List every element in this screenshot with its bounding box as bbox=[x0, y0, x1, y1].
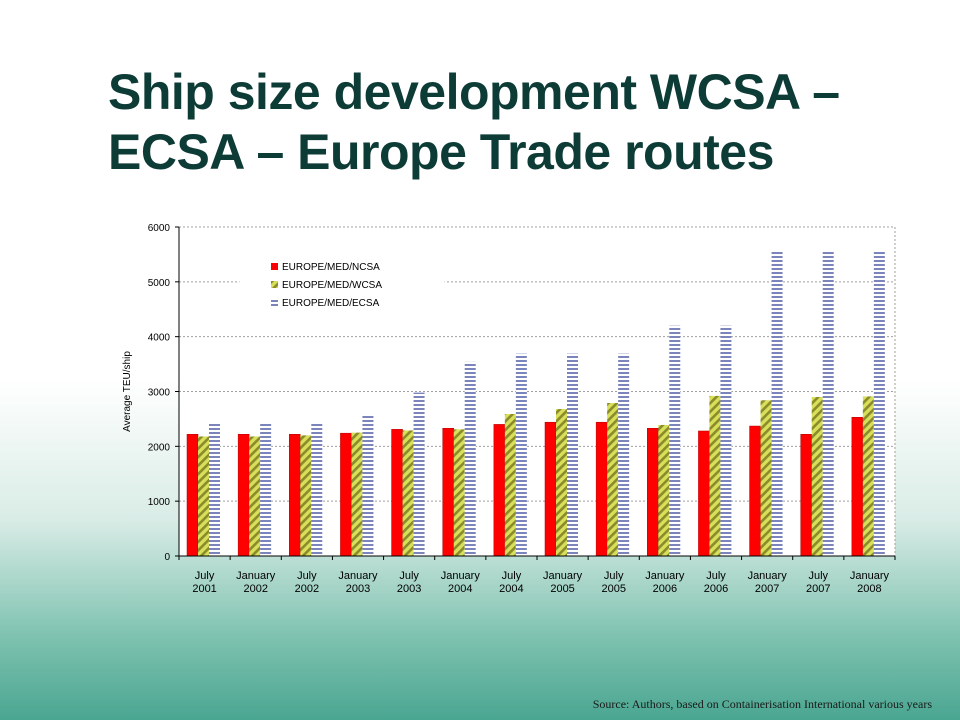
x-tick-label-year: 2006 bbox=[704, 583, 728, 595]
bar-europe-med-ecsa bbox=[771, 251, 783, 557]
x-tick-label-year: 2003 bbox=[397, 583, 421, 595]
x-tick-label-year: 2003 bbox=[346, 583, 370, 595]
legend-swatch-europe-med-ecsa bbox=[271, 299, 278, 306]
x-tick-label-month: January bbox=[850, 570, 890, 582]
bar-europe-med-wcsa bbox=[504, 413, 516, 556]
bar-europe-med-ecsa bbox=[822, 251, 834, 557]
x-tick-label-month: January bbox=[338, 570, 378, 582]
bar-europe-med-ecsa bbox=[209, 422, 220, 556]
bar-europe-med-wcsa bbox=[811, 396, 823, 556]
bar-europe-med-ncsa bbox=[800, 434, 812, 557]
bar-europe-med-wcsa bbox=[249, 436, 261, 556]
bar-europe-med-ncsa bbox=[749, 425, 761, 557]
bar-europe-med-ecsa bbox=[873, 251, 885, 557]
bar-europe-med-ncsa bbox=[289, 434, 301, 557]
bar-europe-med-ecsa bbox=[567, 353, 578, 556]
y-axis-label: Average TEU/ship bbox=[122, 351, 133, 432]
bar-europe-med-ecsa bbox=[311, 422, 323, 556]
x-tick-label-year: 2007 bbox=[806, 583, 830, 595]
legend-label: EUROPE/MED/WCSA bbox=[282, 280, 382, 291]
bar-europe-med-ecsa bbox=[413, 392, 425, 556]
bar-europe-med-wcsa bbox=[862, 396, 874, 556]
x-tick-label-month: January bbox=[748, 570, 788, 582]
x-tick-label-month: July bbox=[195, 570, 215, 582]
bar-europe-med-wcsa bbox=[760, 400, 772, 556]
chart-legend: EUROPE/MED/NCSA EUROPE/MED/WCSA EUROPE/MED… bbox=[239, 257, 445, 314]
y-tick-label: 0 bbox=[164, 552, 170, 563]
x-tick-label-month: July bbox=[502, 570, 522, 582]
y-tick-label: 6000 bbox=[148, 223, 171, 234]
bar-europe-med-ecsa bbox=[464, 361, 476, 556]
legend-swatch-europe-med-wcsa bbox=[271, 281, 278, 288]
x-tick-label-month: July bbox=[706, 570, 726, 582]
source-note: Source: Authors, based on Containerisati… bbox=[592, 697, 932, 711]
x-tick-label-month: July bbox=[809, 570, 829, 582]
bar-europe-med-ncsa bbox=[493, 424, 506, 557]
x-tick-label-year: 2007 bbox=[755, 583, 779, 595]
slide-title-line-2: ECSA – Europe Trade routes bbox=[108, 124, 774, 180]
legend-label: EUROPE/MED/ECSA bbox=[282, 298, 380, 309]
x-tick-label-month: January bbox=[645, 570, 685, 582]
x-tick-label-year: 2006 bbox=[653, 583, 677, 595]
bar-europe-med-ncsa bbox=[442, 427, 454, 557]
bar-europe-med-ncsa bbox=[851, 417, 864, 557]
bar-europe-med-ncsa bbox=[237, 434, 250, 557]
bar-europe-med-ncsa bbox=[186, 434, 199, 557]
x-tick-label-month: July bbox=[297, 570, 317, 582]
x-tick-label-month: January bbox=[543, 570, 583, 582]
x-tick-label-month: January bbox=[236, 570, 276, 582]
y-tick-label: 3000 bbox=[148, 388, 171, 399]
legend-swatch-europe-med-ncsa bbox=[271, 263, 278, 270]
bar-europe-med-ncsa bbox=[647, 427, 659, 557]
bar-europe-med-ncsa bbox=[595, 421, 608, 557]
bar-europe-med-ecsa bbox=[669, 325, 681, 556]
slide-title: Ship size development WCSA – ECSA – Euro… bbox=[108, 62, 908, 182]
bar-europe-med-ncsa bbox=[544, 421, 557, 557]
slide-title-line-1: Ship size development WCSA – bbox=[108, 64, 840, 120]
legend-label: EUROPE/MED/NCSA bbox=[282, 262, 380, 273]
bar-europe-med-ecsa bbox=[720, 325, 732, 556]
x-tick-label-month: July bbox=[399, 570, 419, 582]
bar-europe-med-wcsa bbox=[198, 436, 209, 556]
bar-europe-med-wcsa bbox=[556, 409, 567, 556]
bar-europe-med-wcsa bbox=[709, 395, 721, 556]
y-tick-label: 4000 bbox=[148, 333, 171, 344]
bar-europe-med-ncsa bbox=[698, 430, 710, 557]
bar-europe-med-ecsa bbox=[362, 413, 374, 556]
bar-europe-med-ecsa bbox=[515, 353, 527, 556]
bar-europe-med-wcsa bbox=[607, 403, 619, 556]
bar-europe-med-ecsa bbox=[618, 353, 630, 556]
bar-europe-med-ecsa bbox=[260, 422, 272, 556]
x-tick-label-year: 2001 bbox=[192, 583, 216, 595]
x-tick-label-month: July bbox=[604, 570, 624, 582]
y-tick-label: 1000 bbox=[148, 497, 171, 508]
x-tick-label-year: 2008 bbox=[857, 583, 881, 595]
x-tick-label-year: 2005 bbox=[550, 583, 574, 595]
x-tick-label-year: 2004 bbox=[499, 583, 523, 595]
x-tick-label-year: 2004 bbox=[448, 583, 472, 595]
x-tick-label-year: 2002 bbox=[295, 583, 319, 595]
x-tick-label-year: 2005 bbox=[601, 583, 625, 595]
bar-europe-med-wcsa bbox=[453, 429, 465, 556]
bar-europe-med-wcsa bbox=[300, 435, 312, 556]
bar-europe-med-ncsa bbox=[391, 429, 403, 557]
bar-europe-med-ncsa bbox=[340, 432, 352, 557]
y-tick-label: 2000 bbox=[148, 442, 171, 453]
bar-europe-med-wcsa bbox=[351, 432, 363, 556]
bar-europe-med-wcsa bbox=[658, 424, 670, 556]
y-tick-label: 5000 bbox=[148, 278, 171, 289]
x-tick-label-month: January bbox=[441, 570, 481, 582]
bar-europe-med-wcsa bbox=[402, 430, 414, 556]
x-tick-label-year: 2002 bbox=[243, 583, 267, 595]
